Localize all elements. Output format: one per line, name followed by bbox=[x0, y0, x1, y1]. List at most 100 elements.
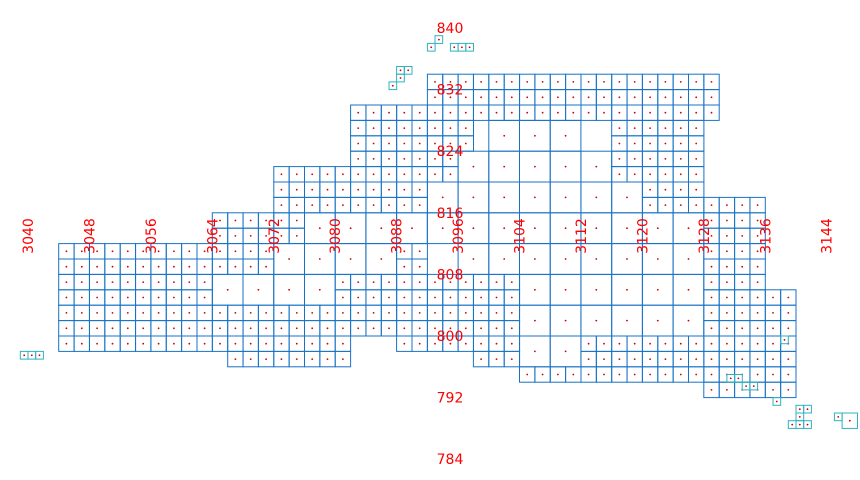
grid-cell-tiny bbox=[803, 420, 812, 429]
cell-center-dot bbox=[203, 250, 206, 253]
cell-center-dot bbox=[695, 173, 698, 176]
cell-center-dot bbox=[534, 319, 536, 322]
cell-center-dot bbox=[587, 81, 590, 83]
cell-center-dot bbox=[157, 312, 160, 314]
cell-center-dot bbox=[418, 312, 421, 314]
cell-center-dot bbox=[203, 296, 206, 299]
cell-center-dot bbox=[710, 358, 713, 360]
cell-center-dot bbox=[480, 296, 482, 299]
grid-cell-tiny bbox=[396, 73, 405, 83]
cell-center-dot bbox=[357, 327, 360, 330]
y-tick-label: 800 bbox=[437, 329, 464, 345]
cell-center-dot bbox=[318, 227, 321, 230]
cell-center-dot bbox=[280, 188, 283, 191]
cell-center-dot bbox=[342, 188, 344, 191]
grid-cell-tiny bbox=[749, 381, 759, 391]
x-tick-label: 3072 bbox=[267, 218, 283, 254]
grid-cells-layer bbox=[19, 35, 858, 429]
cell-center-dot bbox=[188, 265, 191, 268]
cell-center-dot bbox=[142, 327, 145, 330]
cell-center-dot bbox=[468, 46, 471, 49]
cell-center-dot bbox=[295, 358, 298, 360]
cell-center-dot bbox=[710, 204, 713, 207]
cell-center-dot bbox=[142, 296, 145, 299]
cell-center-dot bbox=[649, 158, 651, 160]
cell-center-dot bbox=[480, 312, 482, 314]
cell-center-dot bbox=[349, 258, 352, 260]
cell-center-dot bbox=[526, 111, 529, 114]
cell-center-dot bbox=[38, 354, 41, 357]
cell-center-dot bbox=[572, 96, 575, 99]
cell-center-dot bbox=[326, 312, 329, 314]
cell-center-dot bbox=[126, 281, 129, 283]
cell-center-dot bbox=[695, 96, 698, 99]
cell-center-dot bbox=[249, 250, 252, 253]
cell-center-dot bbox=[664, 204, 667, 207]
cell-center-dot bbox=[142, 342, 145, 345]
cell-center-dot bbox=[219, 312, 221, 314]
cell-center-dot bbox=[311, 204, 314, 207]
x-tick-label: 3128 bbox=[697, 218, 713, 254]
grid-cell-small bbox=[457, 273, 475, 291]
cell-center-dot bbox=[357, 281, 360, 283]
cell-center-dot bbox=[311, 327, 314, 330]
cell-center-dot bbox=[480, 327, 482, 330]
cell-center-dot bbox=[449, 327, 452, 330]
cell-center-dot bbox=[449, 296, 452, 299]
x-tick-labels: 3040 3048 3056 3064 3072 3080 3088 3096 3104 3112… bbox=[21, 218, 836, 254]
cell-center-dot bbox=[203, 312, 206, 314]
cell-center-dot bbox=[372, 158, 375, 160]
grid-cell-small bbox=[688, 119, 705, 137]
cell-center-dot bbox=[741, 312, 744, 314]
cell-center-dot bbox=[265, 250, 267, 253]
cell-center-dot bbox=[626, 258, 628, 260]
cell-center-dot bbox=[710, 96, 713, 99]
cell-center-dot bbox=[649, 127, 651, 129]
cell-center-dot bbox=[656, 319, 659, 322]
cell-center-dot bbox=[783, 339, 786, 341]
cell-center-dot bbox=[541, 96, 544, 99]
cell-center-dot bbox=[541, 373, 544, 376]
cell-center-dot bbox=[603, 373, 605, 376]
cell-center-dot bbox=[388, 312, 390, 314]
cell-center-dot bbox=[449, 111, 452, 114]
cell-center-dot bbox=[726, 358, 728, 360]
cell-center-dot bbox=[295, 327, 298, 330]
cell-center-dot bbox=[772, 327, 774, 330]
x-tick-label: 3088 bbox=[390, 218, 406, 254]
cell-center-dot bbox=[157, 250, 160, 253]
cell-center-dot bbox=[188, 312, 191, 314]
cell-center-dot bbox=[464, 127, 467, 129]
cell-center-dot bbox=[495, 281, 498, 283]
cell-center-dot bbox=[318, 288, 321, 291]
cell-center-dot bbox=[399, 69, 402, 72]
cell-center-dot bbox=[526, 96, 529, 99]
cell-center-dot bbox=[618, 373, 621, 376]
cell-center-dot bbox=[618, 127, 621, 129]
cell-center-dot bbox=[342, 342, 344, 345]
cell-center-dot bbox=[595, 288, 598, 291]
cell-center-dot bbox=[349, 227, 352, 230]
x-tick-label: 3096 bbox=[451, 218, 467, 254]
cell-center-dot bbox=[372, 188, 375, 191]
cell-center-dot bbox=[434, 158, 436, 160]
cell-center-dot bbox=[111, 250, 114, 253]
cell-center-dot bbox=[510, 81, 513, 83]
cell-center-dot bbox=[633, 358, 636, 360]
grid-cell-small bbox=[334, 335, 352, 352]
cell-center-dot bbox=[495, 342, 498, 345]
grid-cell-tiny bbox=[35, 350, 44, 360]
cell-center-dot bbox=[687, 288, 690, 291]
cell-center-dot bbox=[557, 373, 559, 376]
cell-center-dot bbox=[280, 173, 283, 176]
cell-center-dot bbox=[626, 319, 628, 322]
cell-center-dot bbox=[557, 96, 559, 99]
cell-center-dot bbox=[710, 327, 713, 330]
cell-center-dot bbox=[157, 342, 160, 345]
cell-center-dot bbox=[449, 312, 452, 314]
cell-center-dot bbox=[430, 46, 433, 49]
cell-center-dot bbox=[65, 265, 68, 268]
cell-center-dot bbox=[679, 142, 682, 145]
cell-center-dot bbox=[510, 296, 513, 299]
cell-center-dot bbox=[342, 204, 344, 207]
